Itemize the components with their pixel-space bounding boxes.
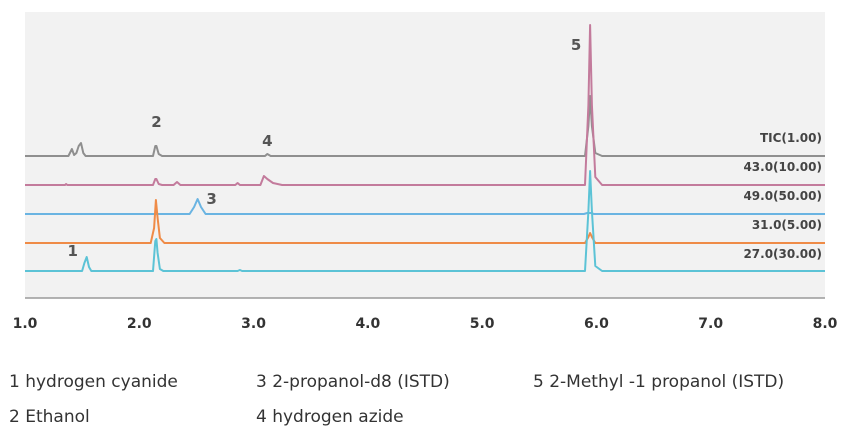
x-tick-label: 1.0: [13, 316, 38, 332]
trace-label: 31.0(5.00): [752, 218, 822, 232]
peak-number-label: 1: [67, 242, 77, 260]
legend-item-1: 1 hydrogen cyanide: [9, 372, 178, 392]
x-tick-label: 2.0: [127, 316, 152, 332]
x-tick-label: 7.0: [698, 316, 723, 332]
peak-number-label: 4: [262, 132, 272, 150]
x-tick-label: 6.0: [584, 316, 609, 332]
trace-line: [25, 95, 825, 157]
peak-number-label: 3: [206, 190, 216, 208]
trace-line: [25, 170, 825, 272]
legend-item-3: 3 2-propanol-d8 (ISTD): [256, 372, 450, 392]
legend-item-5: 5 2-Methyl -1 propanol (ISTD): [533, 372, 785, 392]
trace-label: 43.0(10.00): [743, 160, 822, 174]
trace-label: 49.0(50.00): [743, 189, 822, 203]
trace-line: [25, 199, 825, 244]
x-tick-label: 8.0: [813, 316, 838, 332]
peak-number-label: 5: [571, 36, 581, 54]
legend-item-4: 4 hydrogen azide: [256, 407, 404, 427]
x-tick-label: 5.0: [470, 316, 495, 332]
x-tick-label: 4.0: [355, 316, 380, 332]
trace-line: [25, 24, 825, 186]
trace-label: TIC(1.00): [760, 131, 822, 145]
x-tick-label: 3.0: [241, 316, 266, 332]
peak-number-label: 2: [151, 113, 161, 131]
trace-label: 27.0(30.00): [743, 247, 822, 261]
legend-item-2: 2 Ethanol: [9, 407, 90, 427]
